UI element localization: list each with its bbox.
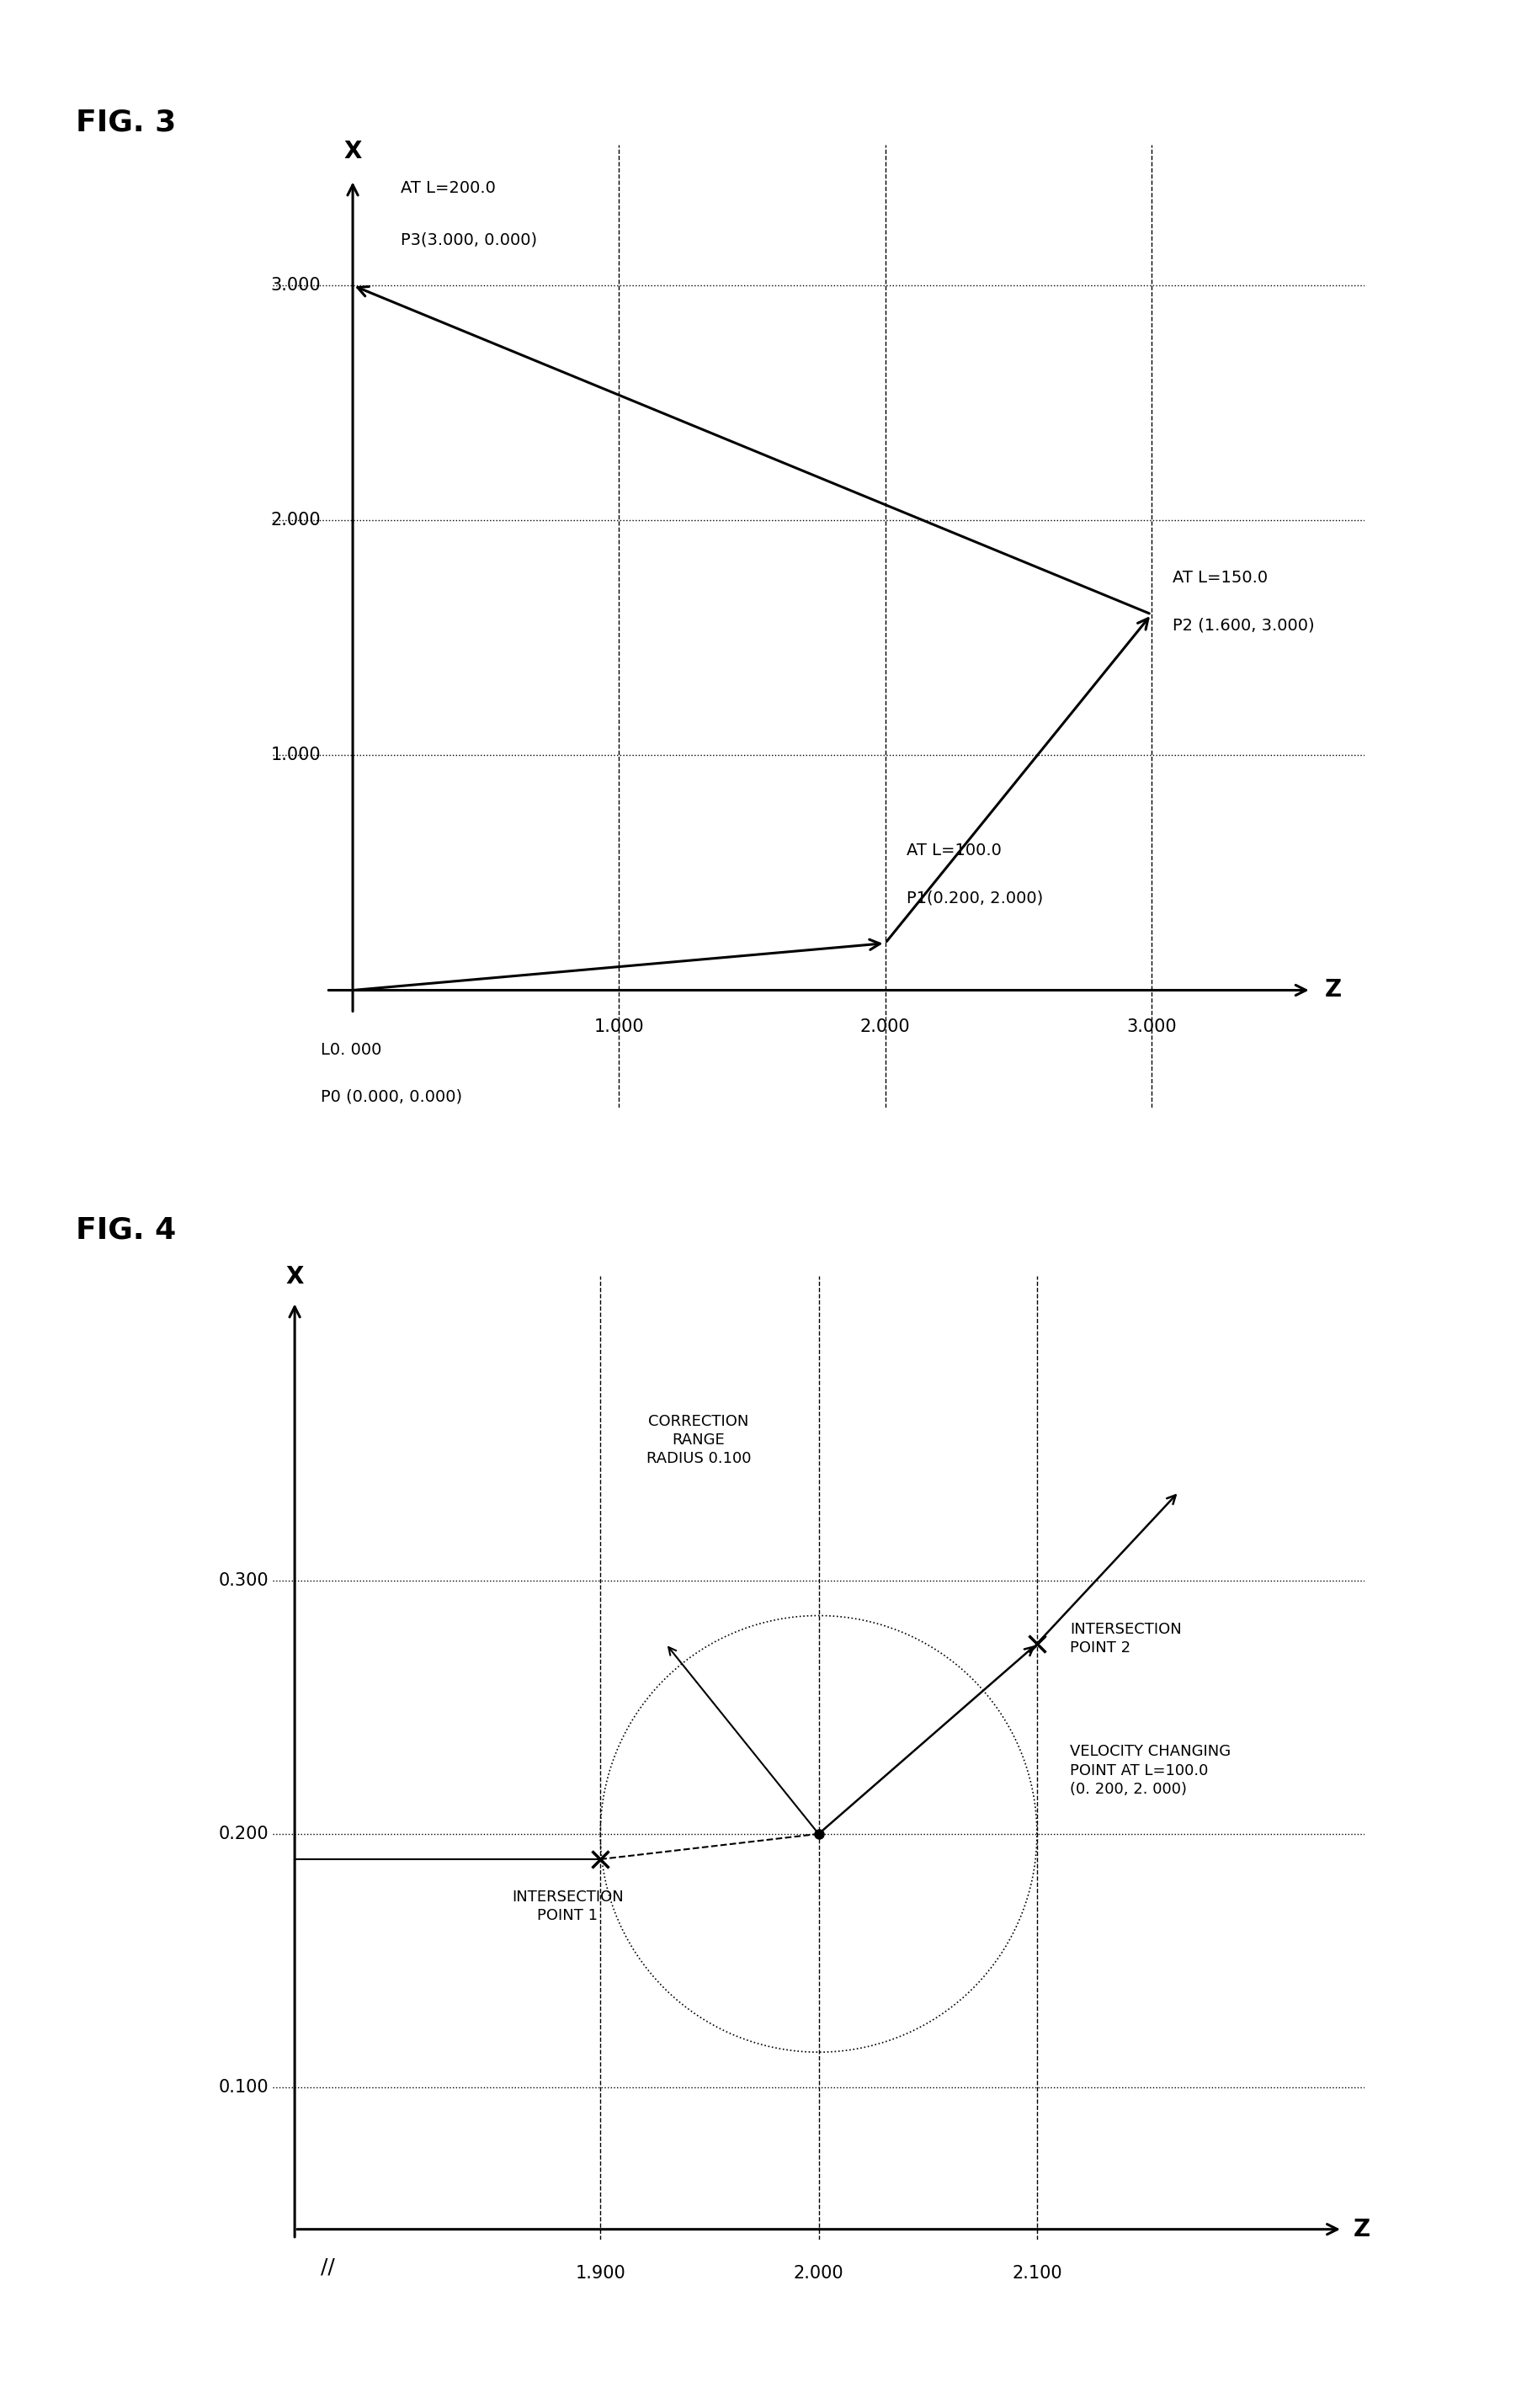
Text: 2.000: 2.000 [271, 513, 321, 530]
Text: VELOCITY CHANGING
POINT AT L=100.0
(0. 200, 2. 000): VELOCITY CHANGING POINT AT L=100.0 (0. 2… [1070, 1743, 1231, 1796]
Text: CORRECTION
RANGE
RADIUS 0.100: CORRECTION RANGE RADIUS 0.100 [646, 1413, 750, 1466]
Text: AT L=200.0: AT L=200.0 [400, 181, 496, 195]
Text: Z: Z [1354, 2218, 1370, 2242]
Text: X: X [285, 1264, 303, 1288]
Text: AT L=150.0: AT L=150.0 [1173, 571, 1267, 585]
Text: FIG. 3: FIG. 3 [76, 108, 176, 137]
Text: INTERSECTION
POINT 1: INTERSECTION POINT 1 [512, 1890, 623, 1924]
Text: 0.100: 0.100 [218, 2078, 268, 2095]
Text: P3(3.000, 0.000): P3(3.000, 0.000) [400, 231, 537, 248]
Text: INTERSECTION
POINT 2: INTERSECTION POINT 2 [1070, 1623, 1181, 1657]
Text: P2 (1.600, 3.000): P2 (1.600, 3.000) [1173, 616, 1314, 633]
Text: FIG. 4: FIG. 4 [76, 1216, 176, 1245]
Text: 3.000: 3.000 [271, 277, 321, 294]
Text: Z: Z [1325, 978, 1342, 1002]
Text: P1(0.200, 2.000): P1(0.200, 2.000) [907, 889, 1043, 905]
Text: 1.000: 1.000 [271, 746, 321, 763]
Text: L0. 000: L0. 000 [321, 1043, 382, 1057]
Text: 0.300: 0.300 [218, 1572, 268, 1589]
Text: 3.000: 3.000 [1126, 1019, 1176, 1035]
Text: 1.900: 1.900 [575, 2266, 626, 2283]
Text: P0 (0.000, 0.000): P0 (0.000, 0.000) [321, 1088, 462, 1105]
Text: 0.200: 0.200 [218, 1825, 268, 1842]
Text: AT L=100.0: AT L=100.0 [907, 843, 1002, 860]
Text: 1.000: 1.000 [594, 1019, 644, 1035]
Text: //: // [320, 2256, 335, 2278]
Text: 2.000: 2.000 [860, 1019, 910, 1035]
Text: X: X [344, 140, 362, 164]
Text: 2.100: 2.100 [1011, 2266, 1063, 2283]
Text: 2.000: 2.000 [793, 2266, 844, 2283]
